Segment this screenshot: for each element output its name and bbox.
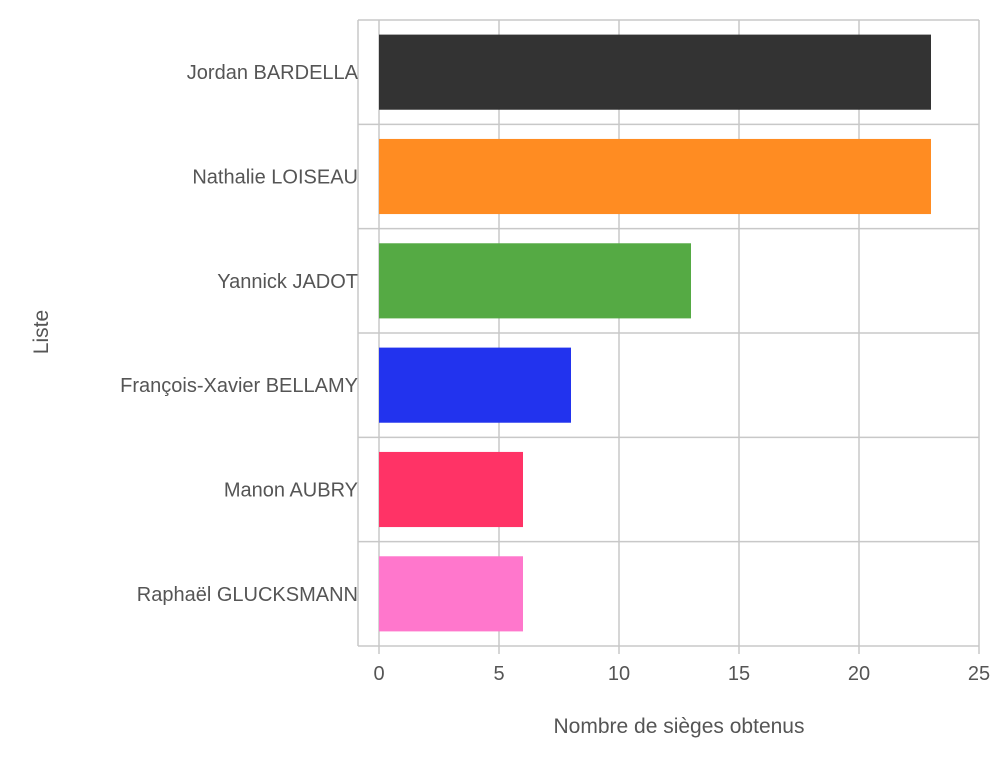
- grid-lines: [357, 19, 980, 654]
- bar: [379, 138, 931, 215]
- y-axis-tick-labels: Jordan BARDELLA Nathalie LOISEAU Yannick J…: [120, 62, 359, 606]
- x-tick-label: 20: [848, 663, 870, 685]
- x-tick-label: 25: [968, 663, 990, 685]
- y-tick-label: Nathalie LOISEAU: [192, 167, 358, 189]
- y-tick-label: Jordan BARDELLA: [187, 62, 359, 84]
- bars: [379, 34, 931, 632]
- x-axis-title: Nombre de sièges obtenus: [554, 715, 805, 738]
- bar: [379, 556, 523, 632]
- x-tick-label: 10: [608, 663, 630, 685]
- x-tick-label: 5: [493, 663, 504, 685]
- bar: [379, 451, 523, 528]
- x-tick-label: 15: [728, 663, 750, 685]
- bar: [379, 243, 691, 319]
- bar: [379, 347, 571, 423]
- x-axis-tick-labels: 0 5 10 15 20 25: [373, 663, 990, 685]
- y-tick-label: Manon AUBRY: [224, 480, 358, 502]
- y-axis-title: Liste: [30, 310, 53, 354]
- y-tick-label: Raphaël GLUCKSMANN: [137, 584, 358, 606]
- x-tick-label: 0: [373, 663, 384, 685]
- y-tick-label: Yannick JADOT: [217, 271, 358, 293]
- y-tick-label: François-Xavier BELLAMY: [120, 375, 358, 397]
- bar: [379, 34, 931, 110]
